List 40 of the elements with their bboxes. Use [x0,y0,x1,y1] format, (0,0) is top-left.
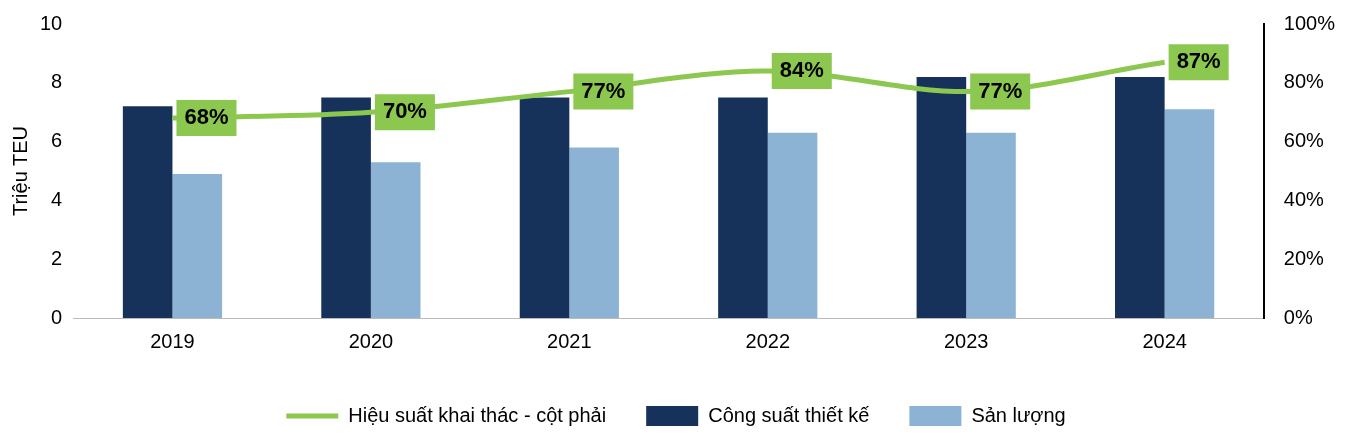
data-label: 87% [1176,48,1221,74]
legend-label: Công suất thiết kế [708,403,870,426]
bar [966,132,1016,318]
y-tick-label: 8 [51,70,63,93]
data-label: 84% [779,57,824,83]
x-tick-label: 2020 [348,329,394,352]
x-tick-label: 2024 [1142,329,1187,352]
x-tick-label: 2022 [745,329,791,352]
bar [321,97,371,318]
x-tick-label: 2021 [547,329,592,352]
bar [122,106,173,318]
y-tick-label: 6 [51,129,63,152]
data-label: 77% [581,77,626,103]
x-tick-label: 2019 [150,329,195,352]
bar [172,173,223,318]
y2-tick-label: 60% [1283,129,1325,152]
y-tick-label: 0 [51,305,63,328]
y-tick-label: 2 [51,246,63,269]
y2-tick-label: 80% [1283,70,1325,93]
bar [767,132,818,318]
y-tick-label: 10 [40,11,63,34]
bar [1164,109,1215,318]
y-tick-label: 4 [51,187,63,210]
legend-label: Sản lượng [971,403,1066,426]
bar [1115,76,1165,318]
data-label: 70% [382,98,427,124]
data-label: 68% [184,104,229,130]
bar [569,147,619,318]
y2-tick-label: 0% [1283,305,1313,328]
y2-tick-label: 20% [1283,246,1325,269]
bar [718,97,768,318]
y2-tick-label: 40% [1283,187,1325,210]
y-axis-title: Triệu TEU [8,125,31,217]
y2-tick-label: 100% [1283,11,1336,34]
bar [370,162,421,318]
data-label: 77% [978,77,1023,103]
legend-label: Hiệu suất khai thác - cột phải [348,403,607,426]
bar [916,76,967,318]
x-tick-label: 2023 [943,329,989,352]
bar [519,97,570,318]
